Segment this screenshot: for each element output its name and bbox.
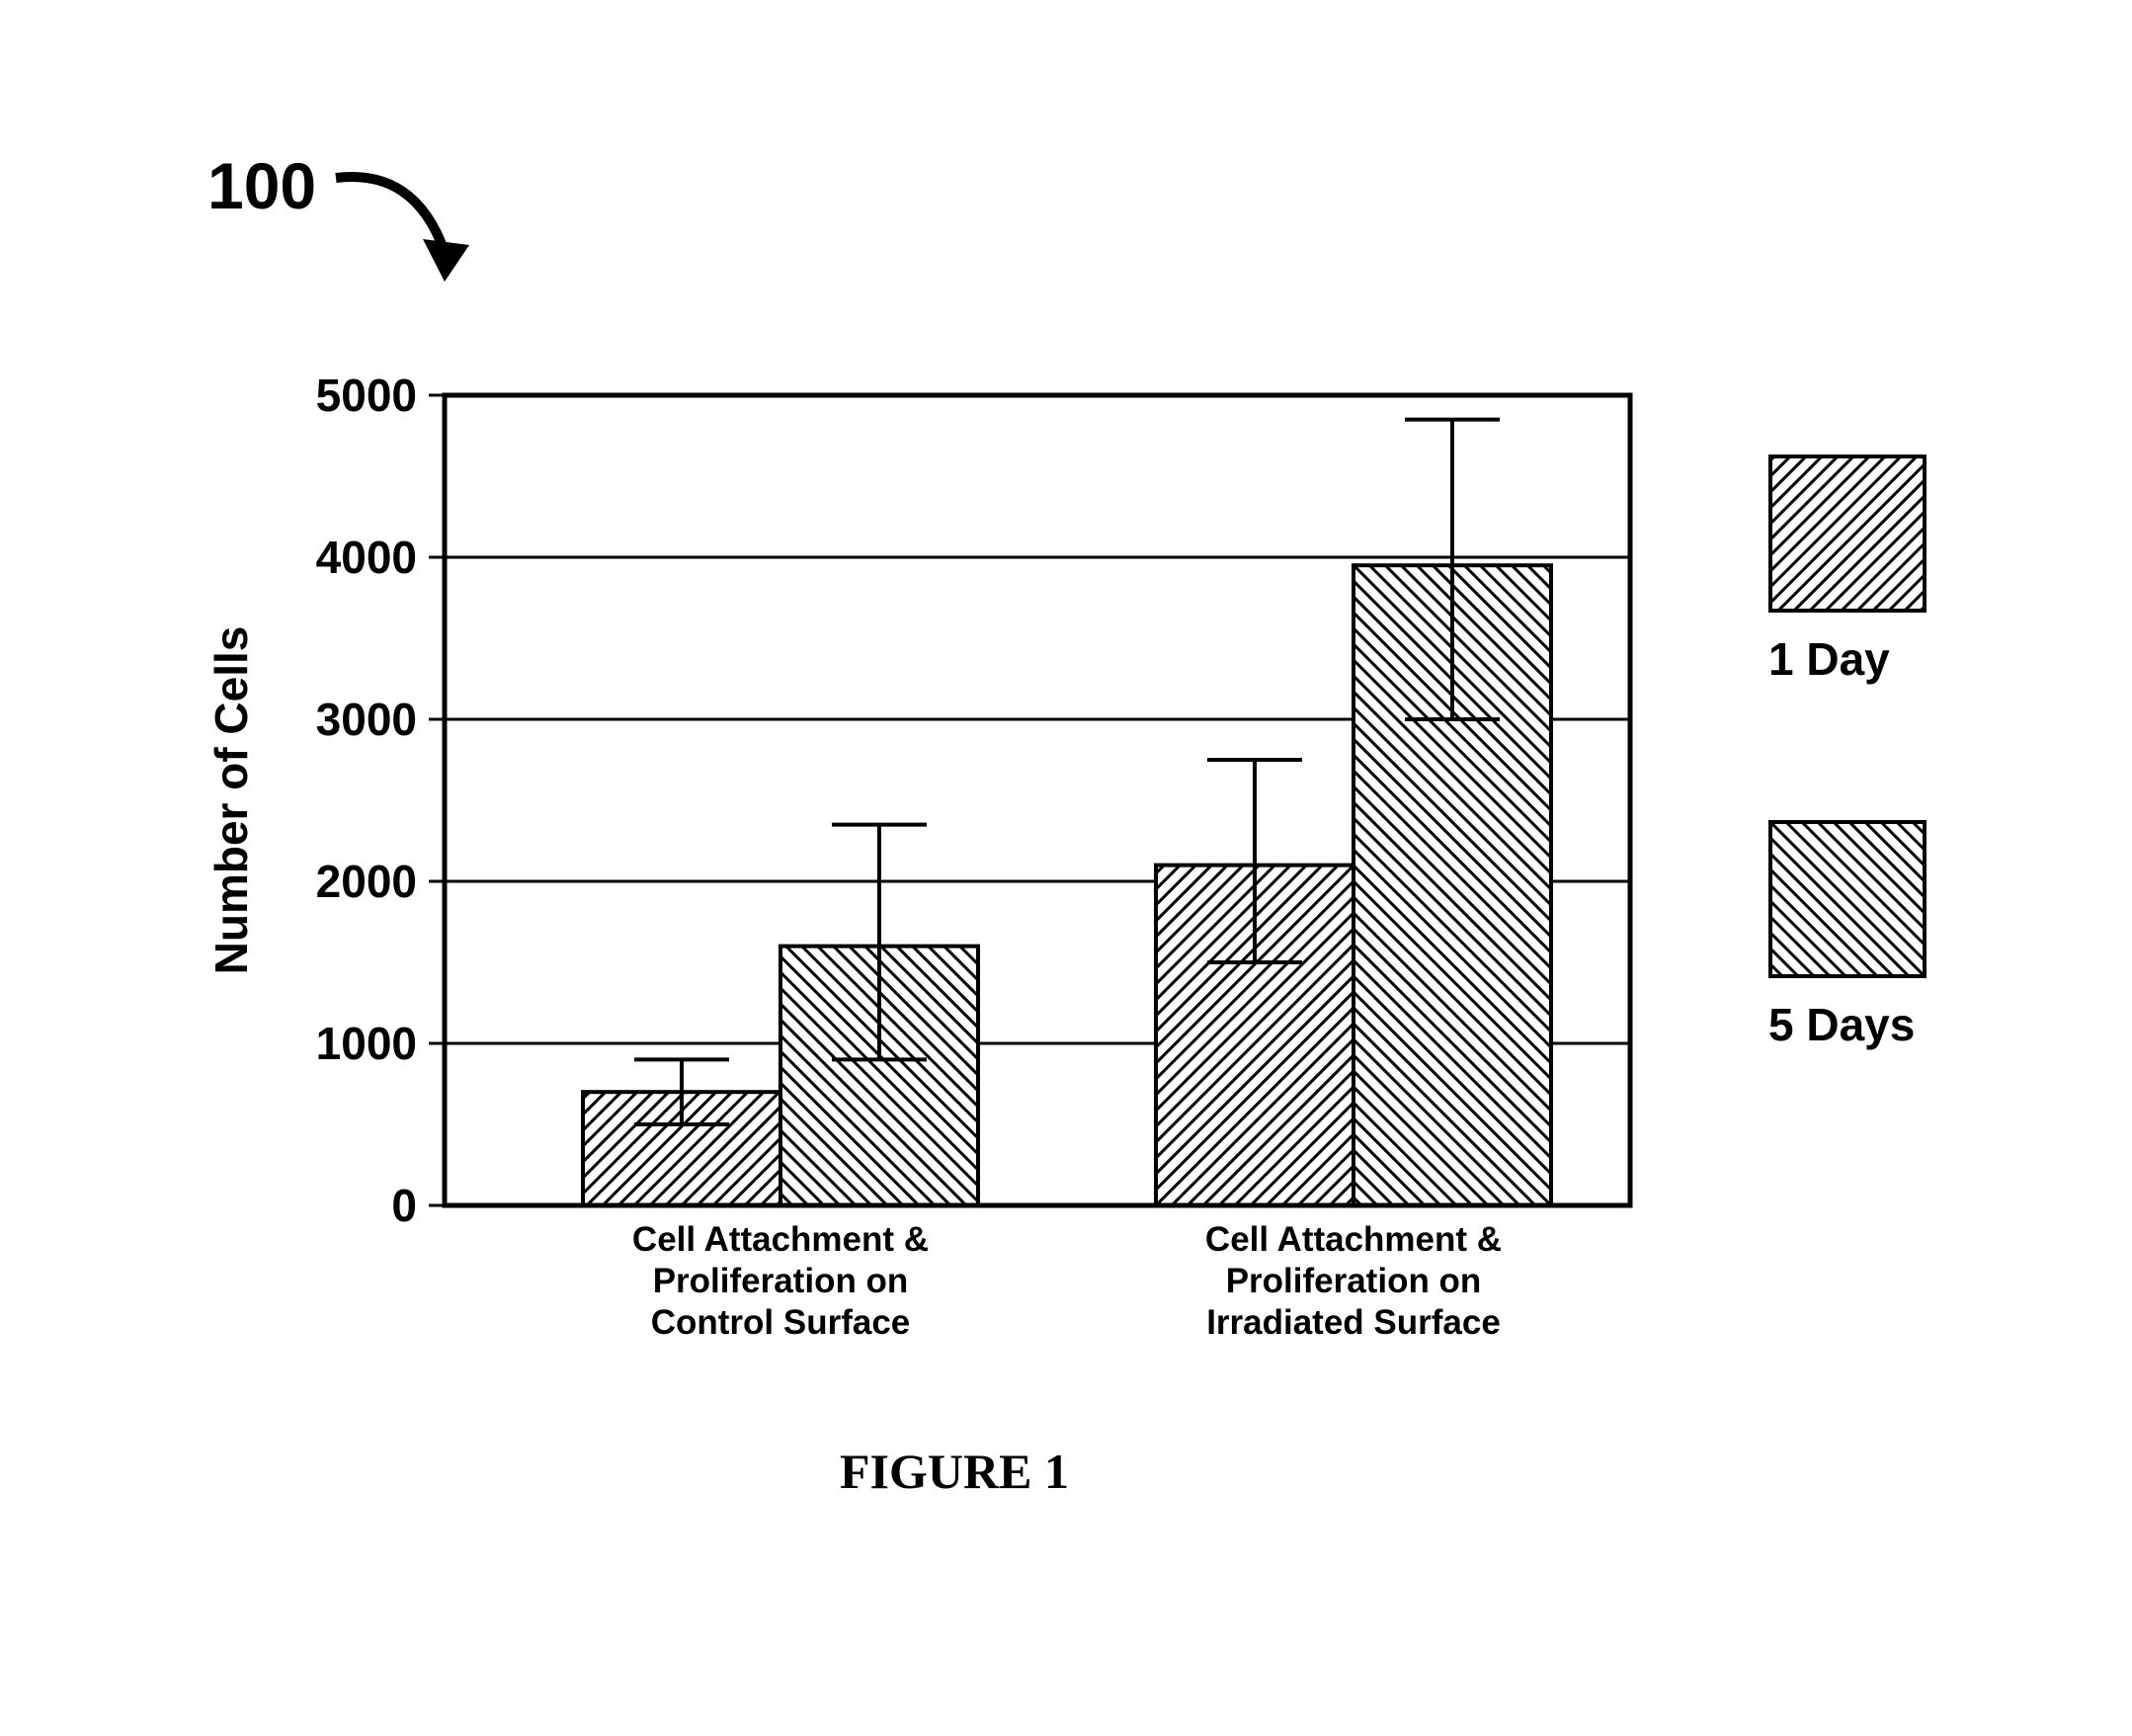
ytick-label: 0 [391,1180,417,1231]
legend-swatch-1day [1768,455,1927,613]
legend-label-5days: 5 Days [1768,998,1915,1051]
y-axis-label: Number of Cells [205,626,257,975]
ytick-label: 5000 [316,375,417,421]
page: 100 0 1000 2000 3000 4000 5000 Cell Attachment… [0,0,2132,1736]
xtick-label: Proliferation on [653,1262,909,1300]
xtick-label: Cell Attachment & [632,1220,929,1259]
legend-swatch-5days [1768,820,1927,978]
ytick-label: 1000 [316,1018,417,1069]
ytick-label: 4000 [316,532,417,583]
ytick-label: 2000 [316,856,417,907]
xtick-label: Cell Attachment & [1205,1220,1502,1259]
xtick-label: Control Surface [651,1303,911,1342]
figure-caption: FIGURE 1 [840,1443,1069,1500]
figure-ref-label: 100 [207,148,316,223]
xtick-label: Proliferation on [1226,1262,1482,1300]
legend-label-1day: 1 Day [1768,632,1890,686]
xtick-label: Irradiated Surface [1206,1303,1501,1342]
chart: 010002000300040005000Cell Attachment &Pr… [168,375,1709,1413]
arrow-icon [316,158,494,316]
ytick-label: 3000 [316,694,417,745]
